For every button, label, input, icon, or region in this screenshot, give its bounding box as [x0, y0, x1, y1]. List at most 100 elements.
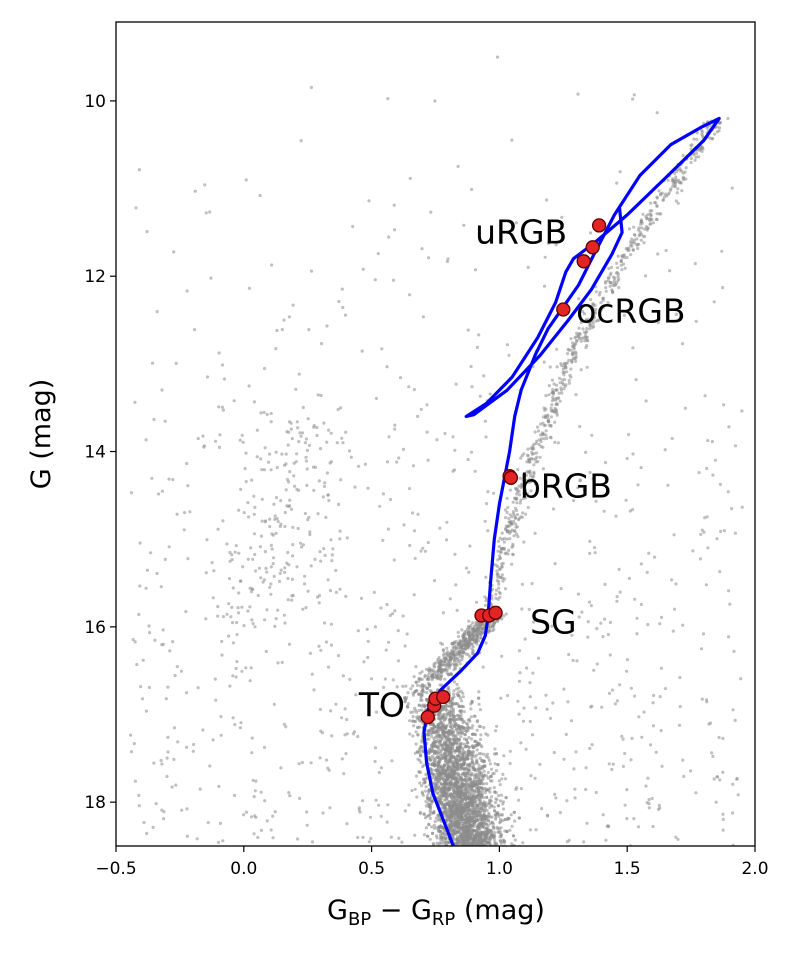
field-star: [279, 568, 283, 572]
field-star: [497, 827, 501, 831]
field-star: [509, 813, 513, 817]
field-star: [654, 201, 658, 205]
field-star: [467, 717, 472, 722]
field-star: [463, 771, 467, 775]
field-star: [639, 562, 644, 566]
field-star: [656, 321, 660, 325]
field-star: [458, 662, 462, 666]
field-star: [457, 704, 461, 709]
field-star: [588, 551, 592, 556]
field-star: [465, 824, 469, 828]
field-star: [712, 300, 716, 304]
field-star: [508, 537, 512, 541]
field-star: [476, 803, 480, 807]
field-star: [461, 695, 465, 699]
field-star: [353, 485, 357, 489]
field-star: [508, 749, 512, 753]
field-star: [521, 473, 526, 477]
field-star: [276, 608, 280, 612]
field-star: [282, 722, 286, 726]
field-star: [560, 378, 564, 382]
field-star: [524, 496, 528, 500]
field-star: [280, 328, 284, 332]
field-star: [422, 777, 426, 782]
field-star: [604, 289, 608, 293]
field-star: [713, 132, 717, 136]
field-star: [220, 363, 225, 367]
field-star: [258, 193, 262, 198]
field-star: [599, 621, 603, 625]
field-star: [142, 820, 146, 825]
field-star: [443, 805, 447, 809]
field-star: [260, 468, 264, 472]
field-star: [492, 624, 496, 628]
field-star: [655, 196, 659, 200]
field-star: [501, 807, 506, 811]
field-star: [237, 508, 241, 512]
field-star: [673, 171, 677, 175]
field-star: [448, 704, 452, 708]
field-star: [547, 393, 551, 397]
field-star: [291, 543, 295, 547]
field-star: [591, 304, 595, 308]
field-star: [564, 366, 568, 370]
field-star: [294, 460, 298, 464]
field-star: [477, 809, 481, 814]
field-star: [588, 470, 592, 475]
field-star: [430, 745, 434, 749]
field-star: [495, 798, 499, 802]
field-star: [306, 417, 310, 421]
field-star: [438, 717, 442, 721]
field-star: [491, 825, 495, 829]
field-star: [483, 821, 487, 825]
field-star: [675, 191, 679, 195]
field-star: [409, 687, 413, 691]
field-star: [463, 814, 467, 818]
field-star: [282, 613, 286, 617]
field-star: [342, 772, 346, 776]
field-star: [490, 597, 494, 601]
field-star: [458, 756, 462, 760]
field-star: [413, 787, 417, 791]
field-star: [440, 841, 444, 846]
field-star: [461, 792, 465, 796]
field-star: [334, 568, 338, 573]
field-star: [578, 332, 582, 336]
field-star: [473, 268, 478, 272]
field-star: [526, 453, 530, 457]
field-star: [501, 800, 505, 804]
field-star: [693, 262, 697, 266]
field-star: [453, 722, 458, 726]
field-star: [512, 534, 516, 538]
field-star: [521, 841, 525, 845]
field-star: [465, 721, 469, 726]
field-star: [214, 439, 218, 443]
field-star: [521, 511, 525, 515]
field-star: [635, 237, 639, 241]
field-star: [577, 337, 582, 341]
field-star: [252, 532, 257, 536]
field-star: [450, 702, 454, 706]
field-star: [280, 452, 284, 456]
field-star: [144, 709, 148, 713]
field-star: [233, 723, 237, 727]
field-star: [296, 426, 300, 430]
field-star: [264, 566, 268, 571]
field-star: [456, 732, 460, 736]
field-star: [517, 484, 521, 488]
field-star: [521, 496, 526, 501]
field-star: [238, 726, 242, 730]
field-star: [447, 666, 452, 670]
field-star: [283, 566, 287, 570]
field-star: [485, 502, 489, 506]
field-star: [455, 764, 459, 768]
field-star: [517, 517, 521, 521]
field-star: [733, 444, 738, 448]
field-star: [621, 309, 625, 313]
field-star: [170, 785, 174, 789]
field-star: [582, 840, 586, 844]
field-star: [408, 719, 412, 723]
field-star: [465, 843, 469, 846]
field-star: [594, 499, 598, 503]
field-star: [299, 541, 303, 545]
